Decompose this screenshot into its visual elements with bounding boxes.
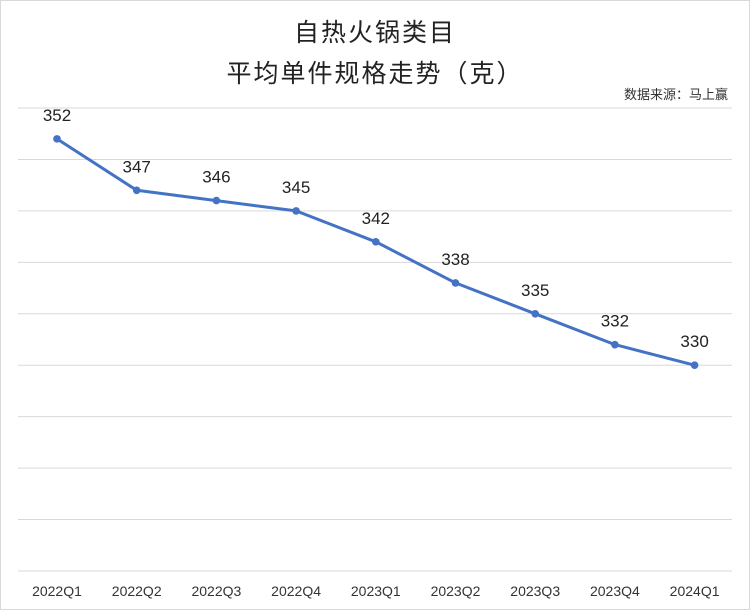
data-label: 338	[441, 250, 469, 269]
data-label: 332	[601, 312, 629, 331]
data-point	[690, 361, 699, 370]
x-axis-tick-labels: 2022Q1 2022Q2 2022Q3 2022Q4 2023Q1 2023Q2 2023…	[32, 583, 720, 599]
data-points	[53, 135, 699, 370]
chart-title: 自热火锅类目	[293, 18, 456, 47]
x-tick-label: 2022Q1	[32, 583, 82, 599]
data-point	[451, 279, 460, 287]
x-tick-label: 2022Q4	[271, 583, 321, 599]
data-point	[531, 309, 539, 318]
x-tick-label: 2023Q3	[510, 583, 560, 599]
data-point	[292, 207, 300, 215]
series-line	[56, 137, 695, 367]
data-label: 342	[362, 209, 390, 228]
x-tick-label: 2024Q1	[670, 583, 720, 599]
x-tick-label: 2022Q3	[191, 583, 241, 599]
data-point	[372, 237, 380, 246]
chart-subtitle: 平均单件规格走势（克）	[226, 59, 524, 88]
data-label: 352	[43, 106, 71, 125]
data-label: 346	[202, 168, 230, 187]
data-labels: 352 347 346 345 342 338 335 332 330	[43, 106, 709, 351]
data-label: 330	[680, 332, 708, 351]
data-label: 347	[123, 157, 151, 176]
data-label: 335	[521, 281, 549, 300]
data-point	[132, 186, 141, 195]
x-tick-label: 2023Q2	[431, 583, 481, 599]
gridlines	[18, 107, 732, 572]
data-point	[611, 340, 619, 349]
x-tick-label: 2023Q1	[351, 583, 401, 599]
data-label: 345	[282, 178, 310, 197]
data-point	[53, 135, 61, 143]
data-source-note: 数据来源：马上赢	[623, 88, 728, 103]
x-tick-label: 2022Q2	[112, 583, 162, 599]
x-tick-label: 2023Q4	[590, 583, 640, 599]
data-point	[212, 196, 221, 205]
